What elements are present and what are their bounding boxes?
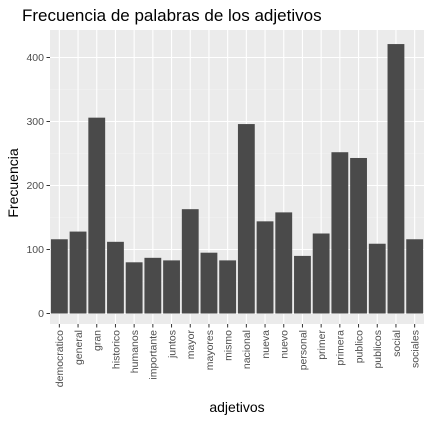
plot-panel [50, 30, 424, 324]
bar-publico [350, 157, 367, 314]
x-axis: democratico general gran historico humanos im… [54, 324, 421, 387]
bar-historico [107, 241, 124, 314]
y-tick-label: 100 [26, 244, 44, 256]
x-axis-title: adjetivos [209, 399, 264, 415]
x-tick-label: sociales [409, 330, 421, 368]
bar-democratico [50, 239, 68, 314]
bar-primer [312, 233, 330, 314]
x-tick-label: democratico [54, 330, 66, 387]
bar-humanos [125, 262, 143, 314]
bar-gran [88, 117, 106, 314]
x-tick-label: nuevo [279, 330, 291, 359]
bar-juntos [163, 260, 180, 314]
x-tick-label: publico [353, 330, 365, 363]
y-tick-label: 400 [26, 52, 44, 64]
y-axis-title: Frecuencia [5, 148, 21, 217]
bar-nuevo [275, 212, 293, 314]
y-tick-label: 300 [26, 116, 44, 128]
x-tick-label: mayor [185, 330, 197, 360]
x-tick-label: mismo [222, 330, 234, 361]
x-tick-label: importante [148, 330, 160, 380]
x-tick-label: personal [297, 330, 309, 370]
x-tick-label: primera [335, 330, 347, 366]
x-tick-label: social [391, 330, 403, 357]
x-tick-label: gran [92, 330, 104, 351]
bar-sociales [406, 239, 424, 314]
y-axis: 0 100 200 300 400 [26, 52, 50, 320]
bar-primera [331, 152, 349, 314]
bar-mismo [219, 260, 237, 314]
y-tick-label: 200 [26, 180, 44, 192]
bar-nacional [237, 124, 255, 314]
bar-mayor [181, 209, 199, 314]
x-tick-label: publicos [372, 330, 384, 369]
x-tick-label: historico [110, 330, 122, 369]
bar-mayores [200, 252, 218, 314]
y-tick-label: 0 [38, 308, 44, 320]
bar-social [387, 44, 405, 314]
x-tick-label: juntos [166, 330, 178, 359]
x-tick-label: primer [316, 330, 328, 360]
x-tick-label: nacional [241, 330, 253, 369]
x-tick-label: general [73, 330, 85, 365]
bar-publicos [368, 243, 386, 314]
bar-general [69, 231, 87, 314]
x-tick-label: mayores [204, 330, 216, 370]
bars [50, 44, 424, 314]
x-tick-label: humanos [129, 330, 141, 373]
chart-title: Frecuencia de palabras de los adjetivos [22, 6, 322, 25]
bar-importante [144, 257, 162, 314]
bar-nueva [256, 221, 274, 314]
x-tick-label: nueva [260, 330, 272, 359]
bar-personal [294, 255, 311, 314]
